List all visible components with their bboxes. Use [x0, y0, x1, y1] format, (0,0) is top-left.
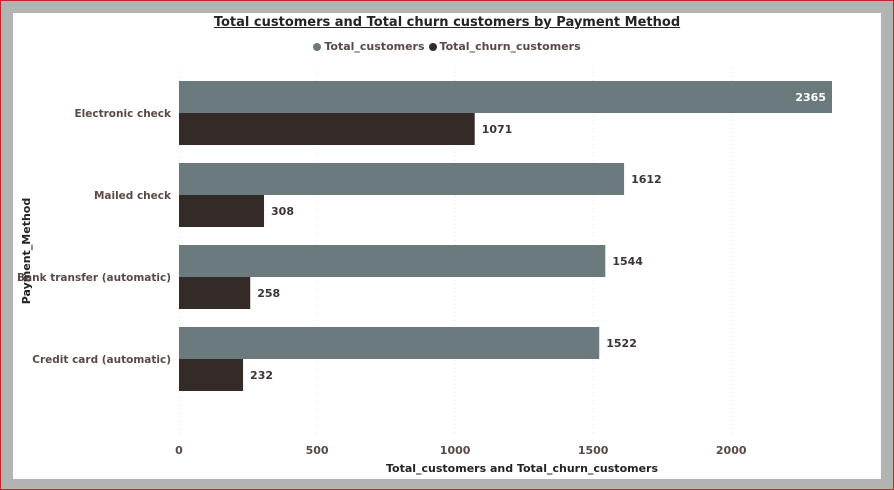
- data-label: 1612: [631, 173, 662, 186]
- chart-legend: Total_customers Total_churn_customers: [13, 40, 881, 53]
- bar-total-churn-customers[interactable]: [179, 359, 244, 391]
- data-label: 1071: [482, 123, 513, 136]
- legend-label-total-customers: Total_customers: [324, 40, 425, 53]
- data-label: 258: [257, 287, 280, 300]
- legend-marker-total-customers: [313, 42, 322, 51]
- bar-total-churn-customers[interactable]: [179, 195, 265, 227]
- bar-total-customers[interactable]: [179, 245, 606, 277]
- data-label: 232: [250, 369, 273, 382]
- chart-card: Total customers and Total churn customer…: [13, 13, 881, 479]
- x-tick-label: 1000: [440, 444, 471, 457]
- legend-marker-total-churn-customers: [428, 42, 437, 51]
- data-label: 308: [271, 205, 294, 218]
- bar-total-churn-customers[interactable]: [179, 113, 475, 145]
- data-label: 1544: [612, 255, 643, 268]
- bar-total-customers[interactable]: [179, 81, 832, 113]
- x-tick-label: 500: [306, 444, 329, 457]
- y-tick-label: Bank transfer (automatic): [17, 272, 171, 284]
- legend-label-total-churn-customers: Total_churn_customers: [439, 40, 581, 53]
- x-axis-title: Total_customers and Total_churn_customer…: [386, 462, 658, 475]
- x-tick-label: 2000: [716, 444, 747, 457]
- bar-total-customers[interactable]: [179, 163, 625, 195]
- legend-item-total-customers[interactable]: Total_customers: [313, 40, 425, 53]
- chart-title: Total customers and Total churn customer…: [213, 15, 681, 30]
- y-axis-title: Payment_Method: [20, 198, 33, 304]
- legend-item-total-churn-customers[interactable]: Total_churn_customers: [428, 40, 581, 53]
- x-tick-label: 0: [175, 444, 183, 457]
- y-tick-label: Electronic check: [74, 108, 172, 120]
- bar-total-customers[interactable]: [179, 327, 600, 359]
- bar-chart-plot: 0 500 1000 1500 2000 Total_customers and Tota…: [17, 68, 832, 475]
- y-tick-label: Mailed check: [94, 190, 172, 202]
- bar-total-churn-customers[interactable]: [179, 277, 251, 309]
- data-label: 1522: [606, 337, 637, 350]
- x-tick-label: 1500: [578, 444, 609, 457]
- y-tick-label: Credit card (automatic): [32, 354, 171, 366]
- data-label: 2365: [795, 91, 826, 104]
